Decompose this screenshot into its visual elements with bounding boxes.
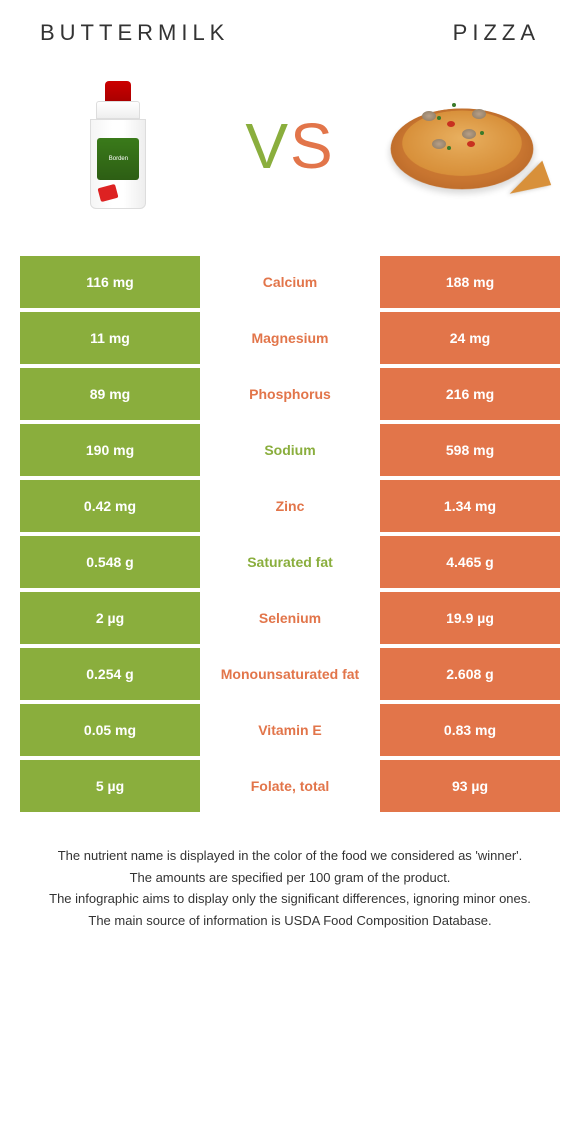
buttermilk-image: Borden xyxy=(48,66,188,226)
left-value: 2 µg xyxy=(20,592,200,644)
infographic: BUTTERMILK PIZZA Borden VS xyxy=(20,0,560,952)
left-value: 5 µg xyxy=(20,760,200,812)
nutrient-label: Calcium xyxy=(200,256,380,308)
left-value: 11 mg xyxy=(20,312,200,364)
table-row: 116 mgCalcium188 mg xyxy=(20,256,560,308)
nutrient-label: Folate, total xyxy=(200,760,380,812)
pizza-image xyxy=(392,66,532,226)
right-value: 2.608 g xyxy=(380,648,560,700)
table-row: 11 mgMagnesium24 mg xyxy=(20,312,560,364)
table-row: 0.548 gSaturated fat4.465 g xyxy=(20,536,560,588)
footer-line: The nutrient name is displayed in the co… xyxy=(40,846,540,866)
right-food-title: PIZZA xyxy=(453,20,540,46)
left-value: 116 mg xyxy=(20,256,200,308)
nutrient-label: Zinc xyxy=(200,480,380,532)
right-value: 19.9 µg xyxy=(380,592,560,644)
nutrient-label: Sodium xyxy=(200,424,380,476)
images-row: Borden VS xyxy=(20,56,560,236)
left-value: 190 mg xyxy=(20,424,200,476)
right-value: 24 mg xyxy=(380,312,560,364)
nutrient-label: Vitamin E xyxy=(200,704,380,756)
left-value: 0.548 g xyxy=(20,536,200,588)
table-row: 5 µgFolate, total93 µg xyxy=(20,760,560,812)
table-row: 2 µgSelenium19.9 µg xyxy=(20,592,560,644)
nutrient-label: Saturated fat xyxy=(200,536,380,588)
table-row: 0.254 gMonounsaturated fat2.608 g xyxy=(20,648,560,700)
footer-line: The infographic aims to display only the… xyxy=(40,889,540,909)
left-value: 0.42 mg xyxy=(20,480,200,532)
left-food-title: BUTTERMILK xyxy=(40,20,229,46)
footer-notes: The nutrient name is displayed in the co… xyxy=(20,816,560,952)
left-value: 0.05 mg xyxy=(20,704,200,756)
footer-line: The main source of information is USDA F… xyxy=(40,911,540,931)
header: BUTTERMILK PIZZA xyxy=(20,20,560,46)
vs-text: VS xyxy=(245,109,334,183)
nutrient-label: Magnesium xyxy=(200,312,380,364)
left-value: 89 mg xyxy=(20,368,200,420)
table-row: 89 mgPhosphorus216 mg xyxy=(20,368,560,420)
right-value: 188 mg xyxy=(380,256,560,308)
right-value: 4.465 g xyxy=(380,536,560,588)
nutrient-label: Monounsaturated fat xyxy=(200,648,380,700)
footer-line: The amounts are specified per 100 gram o… xyxy=(40,868,540,888)
nutrient-label: Selenium xyxy=(200,592,380,644)
table-row: 190 mgSodium598 mg xyxy=(20,424,560,476)
right-value: 93 µg xyxy=(380,760,560,812)
nutrient-table: 116 mgCalcium188 mg11 mgMagnesium24 mg89… xyxy=(20,256,560,812)
nutrient-label: Phosphorus xyxy=(200,368,380,420)
table-row: 0.42 mgZinc1.34 mg xyxy=(20,480,560,532)
right-value: 1.34 mg xyxy=(380,480,560,532)
table-row: 0.05 mgVitamin E0.83 mg xyxy=(20,704,560,756)
right-value: 598 mg xyxy=(380,424,560,476)
right-value: 0.83 mg xyxy=(380,704,560,756)
right-value: 216 mg xyxy=(380,368,560,420)
left-value: 0.254 g xyxy=(20,648,200,700)
